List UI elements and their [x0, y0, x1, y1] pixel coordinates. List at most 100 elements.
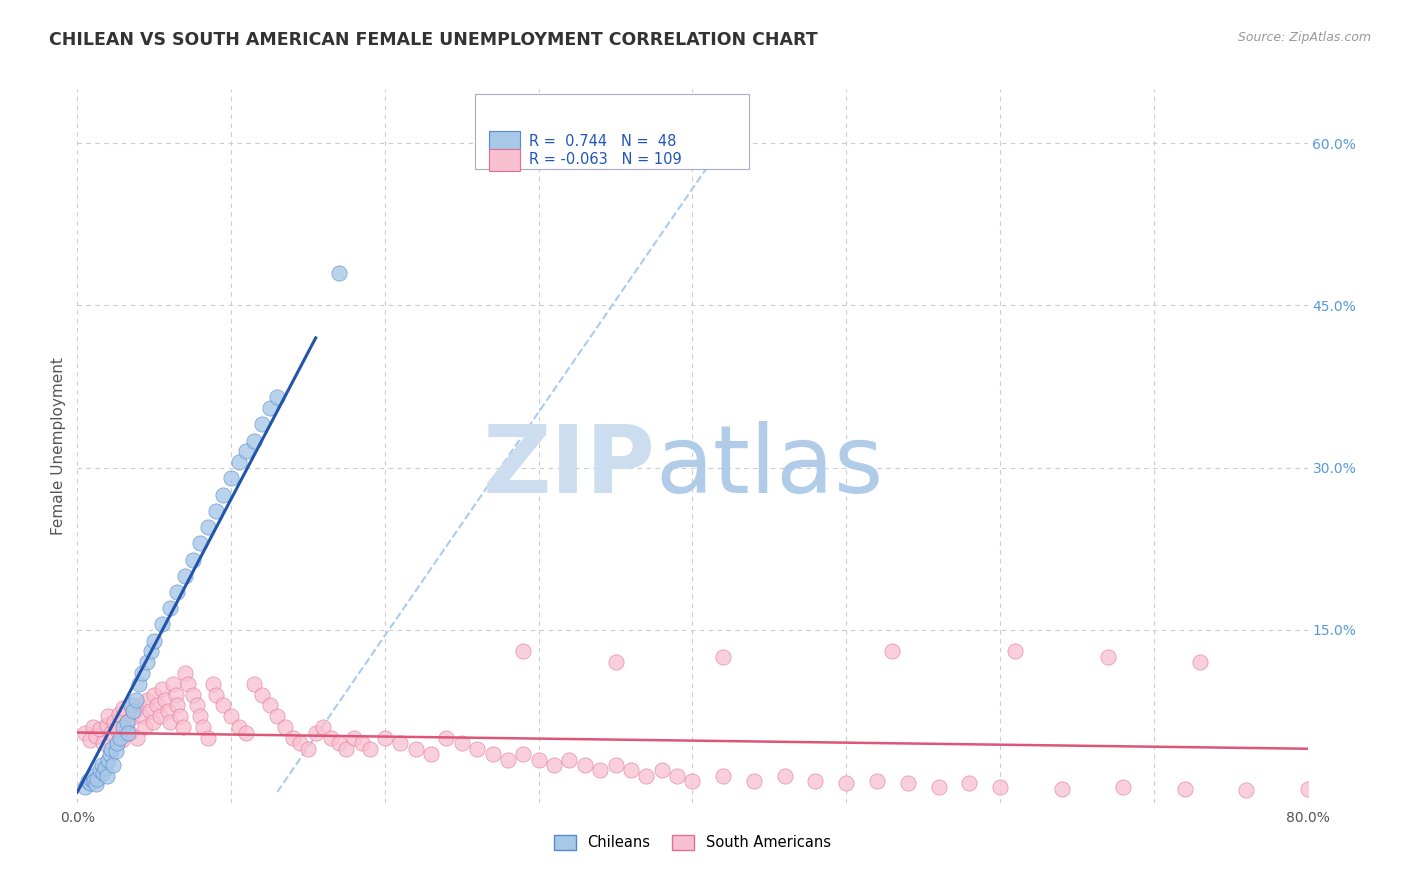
Point: [274, 720, 297, 734]
Point: [104, 723, 127, 737]
Point: [290, 736, 312, 750]
Text: ZIP: ZIP: [482, 421, 655, 514]
Point: [543, 758, 565, 772]
Point: [104, 744, 127, 758]
Point: [259, 698, 281, 713]
Point: [266, 390, 288, 404]
Point: [235, 725, 257, 739]
Point: [100, 725, 122, 739]
Point: [112, 720, 135, 734]
Point: [153, 693, 176, 707]
Point: [312, 720, 335, 734]
Point: [165, 688, 187, 702]
Point: [146, 698, 169, 713]
Point: [105, 736, 128, 750]
Point: [405, 741, 427, 756]
Point: [512, 644, 534, 658]
Point: [98, 747, 121, 761]
Y-axis label: Female Unemployment: Female Unemployment: [51, 357, 66, 535]
Point: [93, 765, 115, 780]
Point: [228, 455, 250, 469]
Point: [108, 707, 131, 722]
Point: [89, 723, 111, 737]
Point: [250, 688, 273, 702]
Point: [181, 688, 204, 702]
Point: [138, 704, 160, 718]
Point: [259, 401, 281, 416]
Point: [527, 753, 550, 767]
Point: [128, 677, 150, 691]
Text: atlas: atlas: [655, 421, 884, 514]
Point: [121, 704, 143, 718]
Point: [94, 761, 117, 775]
Point: [90, 758, 114, 772]
Point: [897, 776, 920, 790]
Point: [159, 601, 181, 615]
Point: [450, 736, 472, 750]
Point: [96, 769, 118, 783]
Point: [135, 655, 157, 669]
Point: [131, 709, 153, 723]
Point: [574, 758, 596, 772]
Point: [1174, 781, 1197, 796]
Point: [243, 434, 266, 448]
Point: [359, 741, 381, 756]
Point: [219, 709, 242, 723]
Legend: Chileans, South Americans: Chileans, South Americans: [548, 829, 837, 856]
Point: [84, 777, 107, 791]
Point: [174, 568, 197, 582]
Point: [141, 644, 163, 658]
Point: [605, 758, 627, 772]
Point: [711, 769, 734, 783]
Point: [420, 747, 443, 761]
Point: [374, 731, 396, 745]
Point: [188, 709, 212, 723]
Point: [128, 698, 150, 713]
Point: [79, 776, 101, 790]
Point: [512, 747, 534, 761]
Point: [166, 585, 188, 599]
Point: [111, 733, 134, 747]
Point: [79, 733, 101, 747]
Point: [83, 774, 105, 789]
Point: [328, 736, 350, 750]
Point: [122, 704, 145, 718]
Point: [120, 711, 142, 725]
Point: [305, 725, 328, 739]
Point: [620, 764, 643, 778]
Point: [177, 677, 200, 691]
Point: [89, 764, 111, 778]
Point: [319, 731, 342, 745]
Point: [159, 714, 181, 729]
Point: [235, 444, 257, 458]
Point: [328, 266, 350, 280]
Point: [335, 741, 357, 756]
Point: [150, 682, 173, 697]
Point: [481, 747, 503, 761]
Point: [93, 736, 115, 750]
Point: [135, 693, 157, 707]
Point: [120, 698, 142, 713]
Point: [157, 704, 180, 718]
Point: [1234, 782, 1257, 797]
Point: [711, 649, 734, 664]
Point: [297, 741, 319, 756]
Point: [112, 700, 135, 714]
Point: [742, 774, 765, 789]
Point: [80, 772, 103, 786]
Point: [84, 729, 107, 743]
Point: [193, 720, 215, 734]
Point: [143, 688, 166, 702]
Point: [773, 769, 796, 783]
Point: [96, 718, 118, 732]
Text: R =  0.744   N =  48: R = 0.744 N = 48: [529, 135, 676, 149]
Point: [389, 736, 412, 750]
Point: [666, 769, 689, 783]
Text: Source: ZipAtlas.com: Source: ZipAtlas.com: [1237, 31, 1371, 45]
Point: [243, 677, 266, 691]
Point: [181, 552, 204, 566]
Point: [73, 725, 96, 739]
Point: [558, 753, 581, 767]
Point: [131, 666, 153, 681]
Point: [150, 617, 173, 632]
